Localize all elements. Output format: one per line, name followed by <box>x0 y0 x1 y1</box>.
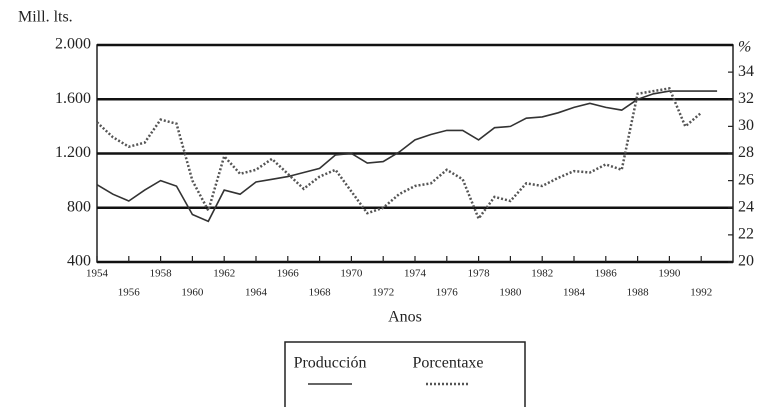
x-tick-label: 1962 <box>213 268 235 280</box>
y2-tick-label: 22 <box>738 226 754 243</box>
y-tick-label: 400 <box>67 253 91 270</box>
x-tick-label: 1968 <box>309 287 332 299</box>
x-tick-label: 1990 <box>658 268 681 280</box>
x-tick-label: 1986 <box>595 268 618 280</box>
y2-tick-label: 26 <box>738 171 754 188</box>
x-tick-label: 1984 <box>563 287 586 299</box>
x-tick-label: 1954 <box>86 268 109 280</box>
legend-label: Porcentaxe <box>412 355 483 372</box>
y2-tick-label: 24 <box>738 198 754 215</box>
legend-label: Producción <box>294 355 367 372</box>
legend-box <box>284 341 526 407</box>
x-tick-label: 1992 <box>690 287 712 299</box>
x-tick-label: 1970 <box>340 268 363 280</box>
y-tick-label: 1.600 <box>55 90 91 107</box>
x-tick-label: 1972 <box>372 287 394 299</box>
x-tick-label: 1960 <box>181 287 204 299</box>
x-tick-label: 1958 <box>150 268 173 280</box>
x-tick-label: 1980 <box>499 287 522 299</box>
x-tick-label: 1978 <box>468 268 491 280</box>
y-axis-label: Mill. lts. <box>18 9 73 26</box>
x-axis-label: Anos <box>388 309 422 326</box>
y2-tick-label: 34 <box>738 63 754 80</box>
x-tick-label: 1966 <box>277 268 300 280</box>
x-tick-label: 1964 <box>245 287 268 299</box>
y2-tick-label: 30 <box>738 117 754 134</box>
y-tick-label: 800 <box>67 198 91 215</box>
y-tick-label: 1.200 <box>55 144 91 161</box>
x-tick-label: 1976 <box>436 287 459 299</box>
y2-tick-label: 32 <box>738 90 754 107</box>
x-tick-label: 1988 <box>627 287 650 299</box>
series-line <box>96 90 718 223</box>
y-tick-label: 2.000 <box>55 36 91 53</box>
y2-axis-label: % <box>738 39 751 56</box>
x-tick-label: 1974 <box>404 268 427 280</box>
series-line <box>96 87 703 222</box>
y2-tick-label: 20 <box>738 253 754 270</box>
x-tick-label: 1982 <box>531 268 553 280</box>
x-tick-label: 1956 <box>118 287 141 299</box>
y2-tick-label: 28 <box>738 144 754 161</box>
